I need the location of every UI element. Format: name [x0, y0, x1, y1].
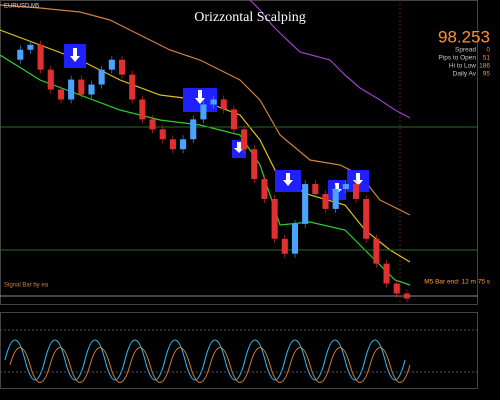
arrow [234, 142, 244, 153]
osc-frame [0, 312, 478, 389]
row-label: Spread [455, 47, 476, 54]
candle [27, 44, 34, 50]
candle [200, 104, 207, 120]
candle [169, 139, 176, 150]
row-value: 186 [479, 63, 490, 70]
candle [180, 139, 187, 150]
candle [47, 69, 54, 90]
candle [17, 49, 24, 60]
title: Orizzontal Scalping [194, 10, 306, 25]
row-label: Daily Av [453, 71, 477, 78]
candle [281, 238, 288, 254]
candle [403, 293, 410, 299]
main-frame [0, 0, 478, 305]
candle [190, 119, 197, 140]
osc-line [4, 339, 406, 381]
candle [363, 198, 370, 239]
candle [373, 238, 380, 264]
candle [322, 194, 329, 209]
candles [17, 40, 410, 303]
candle [57, 89, 65, 100]
candle [88, 84, 95, 95]
green-level [0, 54, 411, 286]
candle [261, 179, 268, 199]
candle [383, 263, 390, 284]
candle [129, 74, 136, 100]
osc-signal [9, 347, 411, 383]
candle [210, 99, 217, 105]
candle [342, 184, 349, 190]
candle [118, 59, 126, 75]
candle [159, 129, 166, 140]
row-label: Hi to Low [449, 63, 476, 70]
row-label: Pips to Open [438, 55, 476, 62]
bar-end: M5 Bar end: 12 m 75 s [424, 279, 491, 286]
symbol: EURUSD,M5 [4, 4, 40, 10]
candle [78, 79, 85, 95]
candle [251, 149, 258, 180]
yellow-level [0, 29, 411, 263]
candle [291, 223, 299, 254]
purple-level [249, 0, 411, 119]
candle [37, 44, 44, 70]
candle [98, 69, 105, 85]
row-value: 51 [483, 55, 491, 62]
candle [332, 189, 339, 209]
row-value: 95 [483, 71, 491, 78]
candle [230, 109, 237, 130]
signal-arrows [70, 48, 363, 194]
candle [393, 283, 400, 294]
candle [108, 59, 115, 70]
arrow [353, 173, 363, 186]
candle [149, 119, 156, 130]
candle [220, 99, 227, 110]
candle [241, 129, 248, 150]
candle [68, 79, 75, 100]
candle [352, 184, 360, 199]
arrow [283, 173, 293, 186]
signal-text: Signal Bar by ea [4, 283, 49, 289]
arrow [70, 48, 80, 62]
price: 98.253 [438, 27, 490, 46]
candle [139, 99, 146, 120]
candle [271, 198, 278, 239]
row-value: 0 [486, 47, 490, 54]
candle [312, 184, 319, 195]
candle [302, 184, 309, 224]
arrow [195, 90, 205, 104]
